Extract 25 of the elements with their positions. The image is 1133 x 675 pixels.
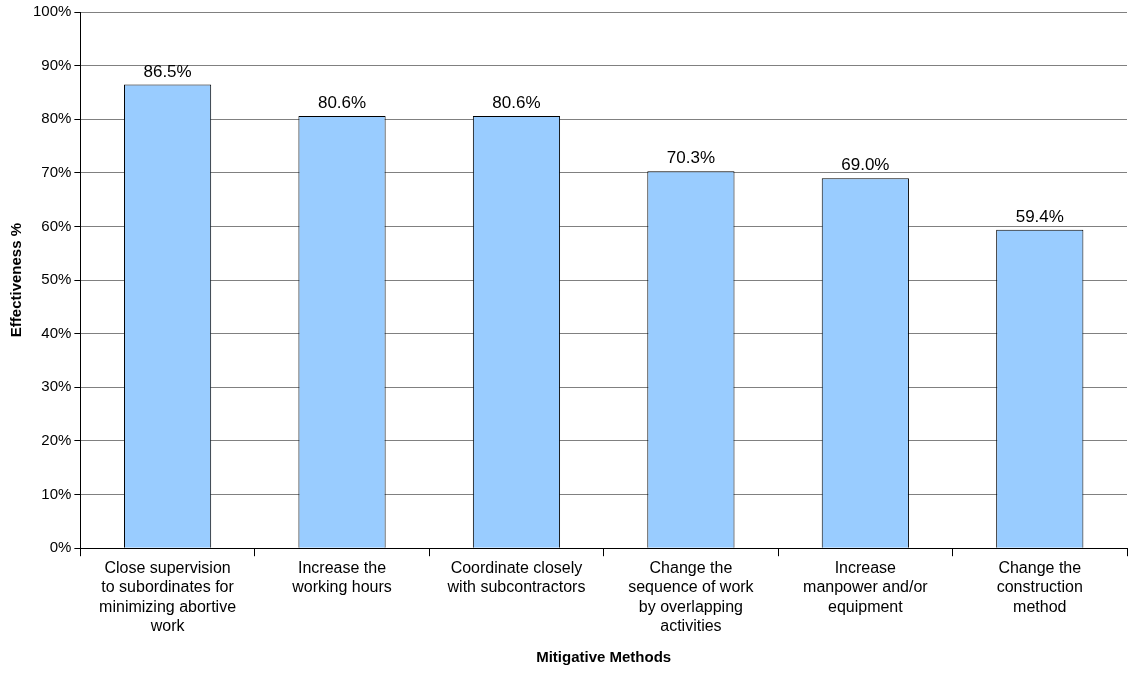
- data-label: 70.3%: [666, 148, 715, 168]
- y-tick-label: 100%: [32, 2, 72, 20]
- y-tick-label: 90%: [41, 55, 72, 73]
- y-tick-label: 20%: [41, 431, 72, 449]
- y-tick-label: 60%: [41, 216, 72, 234]
- y-tick-label: 10%: [41, 484, 72, 502]
- data-label: 59.4%: [1015, 206, 1064, 226]
- x-tick-label: Change the construction method: [996, 559, 1083, 615]
- x-tick-label: Increase manpower and/or equipment: [803, 559, 929, 615]
- x-tick-label: Increase the working hours: [291, 559, 392, 596]
- y-tick-label: 50%: [41, 270, 72, 288]
- y-tick-label: 70%: [41, 163, 72, 180]
- y-tick-label: 40%: [41, 323, 72, 341]
- data-label: 86.5%: [143, 61, 192, 81]
- y-tick-label: 0%: [49, 538, 72, 556]
- y-tick-label: 30%: [41, 377, 72, 395]
- y-tick-label: 80%: [41, 109, 72, 127]
- x-tick-label: Close supervision to subordinates for minimizing abortive work: [99, 559, 237, 634]
- data-label: 80.6%: [317, 93, 367, 113]
- x-tick-label: Coordinate closely with subcontractors: [446, 559, 586, 596]
- y-axis-title: Effectiveness %: [7, 222, 25, 338]
- x-axis-title: Mitigative Methods: [536, 648, 672, 666]
- data-label: 69.0%: [841, 155, 890, 175]
- data-label: 80.6%: [492, 93, 541, 113]
- x-tick-label: Change the sequence of work by overlapping activities: [628, 559, 755, 634]
